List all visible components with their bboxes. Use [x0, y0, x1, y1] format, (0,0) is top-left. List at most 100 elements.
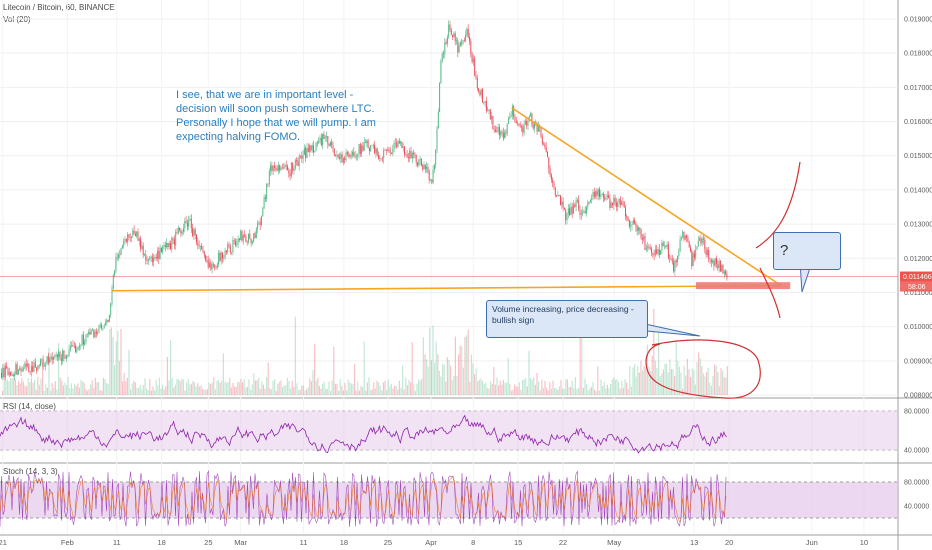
last-price-value: 0.011466 — [903, 274, 932, 281]
volume-bar — [702, 373, 704, 395]
price-candle — [283, 167, 285, 169]
volume-bar — [454, 336, 456, 395]
volume-bar — [642, 370, 644, 395]
volume-bar — [688, 369, 690, 395]
volume-bar — [62, 385, 64, 395]
price-candle — [472, 58, 474, 63]
volume-bar — [429, 327, 431, 395]
price-candle — [136, 231, 138, 237]
price-candle — [700, 238, 702, 244]
price-candle — [422, 165, 424, 170]
volume-bar — [558, 386, 560, 395]
volume-bar — [318, 385, 320, 395]
volume-bar — [138, 387, 140, 395]
price-candle — [170, 243, 171, 250]
price-candle — [37, 365, 39, 371]
price-candle — [415, 154, 417, 163]
volume-bar — [587, 390, 589, 395]
price-candle — [43, 366, 45, 367]
price-candle — [417, 162, 418, 166]
price-candle — [554, 188, 556, 196]
volume-bar — [464, 336, 466, 395]
price-candle — [716, 258, 717, 265]
volume-bar — [598, 390, 600, 395]
price-candle — [307, 147, 309, 152]
price-candle — [93, 329, 95, 337]
volume-bar — [3, 380, 5, 395]
volume-bar — [678, 366, 680, 395]
volume-bar — [267, 362, 269, 395]
question-callout[interactable]: ? — [773, 232, 841, 270]
rsi-indicator-label[interactable]: RSI (14, close) — [3, 402, 56, 411]
price-candle — [88, 332, 90, 335]
volume-bar — [421, 378, 423, 395]
price-candle — [526, 120, 528, 126]
volume-bar — [445, 381, 447, 395]
price-candle — [185, 221, 187, 223]
volume-bar — [402, 365, 404, 395]
price-candle — [500, 131, 502, 136]
volume-bar — [621, 380, 623, 395]
price-candle — [612, 202, 613, 206]
price-candle — [316, 142, 318, 143]
price-candle — [116, 257, 118, 259]
volume-callout[interactable]: Volume increasing, price decreasing - bu… — [486, 300, 648, 338]
price-candle — [446, 37, 448, 44]
price-candle — [370, 145, 372, 151]
volume-bar — [181, 378, 183, 395]
price-candle — [119, 254, 121, 256]
price-candle — [358, 144, 360, 155]
main-annotation-text[interactable]: I see, that we are in important level - … — [176, 89, 376, 143]
price-candle — [418, 160, 420, 166]
price-candle — [405, 154, 407, 155]
price-candle — [576, 200, 578, 201]
price-candle — [267, 183, 269, 185]
price-candle — [450, 29, 452, 35]
volume-bar — [514, 384, 516, 395]
stoch-indicator-label[interactable]: Stoch (14, 3, 3) — [3, 467, 58, 476]
price-candle — [193, 229, 195, 236]
volume-bar — [338, 390, 340, 395]
volume-bar — [722, 370, 724, 395]
volume-bar — [386, 389, 388, 395]
volume-bar — [638, 372, 640, 395]
volume-bar — [400, 387, 402, 395]
price-candle — [565, 209, 567, 221]
volume-bar — [653, 308, 655, 395]
price-candle — [553, 182, 555, 189]
price-candle — [69, 346, 71, 350]
volume-bar — [80, 380, 82, 395]
price-candle — [287, 166, 288, 171]
volume-bar — [283, 385, 285, 395]
volume-bar — [291, 380, 293, 395]
volume-bar — [165, 386, 167, 395]
volume-bar — [389, 386, 391, 395]
volume-bar — [149, 378, 151, 395]
volume-bar — [373, 382, 375, 395]
price-candle — [277, 165, 279, 171]
volume-bar — [499, 380, 501, 395]
price-candle — [246, 241, 248, 243]
price-candle — [548, 157, 550, 169]
volume-bar — [626, 382, 628, 395]
price-candle — [552, 179, 554, 183]
price-candle — [288, 170, 290, 174]
price-candle — [566, 213, 568, 221]
price-candle — [188, 219, 190, 227]
price-candle — [498, 127, 500, 136]
price-candle — [411, 152, 413, 159]
volume-bar — [606, 384, 608, 395]
price-axis-tick: 0.013000 — [904, 222, 932, 229]
price-candle — [420, 158, 422, 166]
price-candle — [712, 260, 714, 263]
price-candle — [556, 195, 558, 197]
volume-bar — [114, 365, 116, 395]
volume-bar — [374, 388, 376, 395]
price-candle — [532, 124, 534, 129]
volume-bar — [453, 375, 455, 395]
volume-bar — [77, 383, 79, 395]
volume-bar — [533, 377, 535, 395]
volume-bar — [376, 380, 378, 395]
price-candle — [94, 331, 96, 337]
